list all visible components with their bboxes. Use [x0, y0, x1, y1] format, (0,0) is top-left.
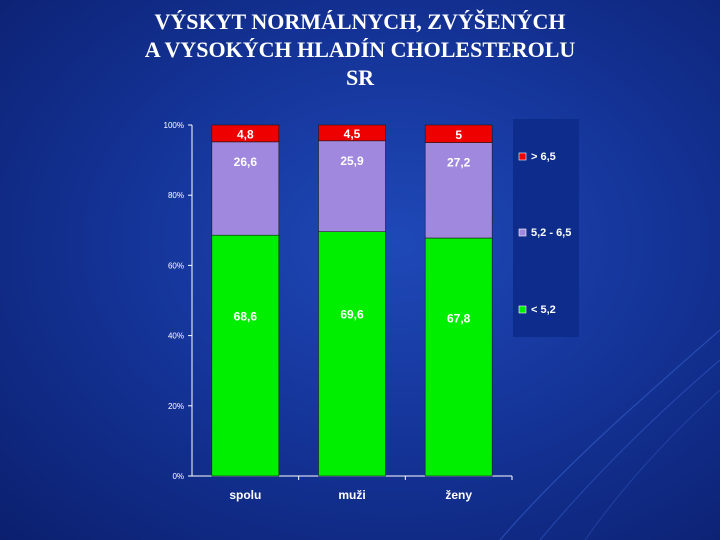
bar-segment: [211, 234, 280, 477]
legend: > 6,5 5,2 - 6,5 < 5,2: [513, 119, 579, 337]
legend-swatch: [518, 152, 527, 161]
x-category-label: muži: [338, 488, 365, 502]
legend-label: 5,2 - 6,5: [531, 227, 571, 239]
data-label: 4,8: [237, 127, 254, 141]
data-label: 69,6: [340, 307, 364, 321]
bar-segment: [424, 237, 493, 477]
labels-layer: 68,6 26,6 4,8 69,6 25,9 4,5 67,8 27,2 5: [234, 127, 471, 326]
legend-label: > 6,5: [531, 151, 556, 163]
y-tick-label: 60%: [168, 261, 184, 270]
data-label: 67,8: [447, 312, 471, 326]
data-label: 26,6: [234, 155, 258, 169]
y-tick-label: 0%: [172, 472, 184, 481]
bar-segment: [211, 141, 280, 236]
bar-segment: [424, 124, 493, 143]
title-line-3: SR: [345, 65, 375, 90]
legend-swatch: [518, 228, 527, 237]
bar-segment: [318, 140, 386, 233]
x-category-label: ženy: [445, 488, 472, 502]
y-tick-label: 80%: [168, 191, 184, 200]
bar-segment: [318, 124, 386, 142]
legend-swatch: [518, 305, 527, 314]
y-tick-label: 100%: [164, 121, 184, 130]
bar-segment: [318, 231, 386, 477]
legend-label: < 5,2: [531, 304, 556, 316]
bar-segment: [424, 142, 493, 239]
x-category-label: spolu: [229, 488, 261, 502]
bars-layer: [211, 124, 493, 477]
title-line-2: A VYSOKÝCH HLADÍN CHOLESTEROLU: [144, 37, 576, 62]
data-label: 5: [455, 128, 462, 142]
data-label: 68,6: [234, 310, 258, 324]
data-label: 4,5: [344, 127, 361, 141]
data-label: 27,2: [447, 156, 471, 170]
bar-segment: [211, 124, 280, 143]
title-line-1: VÝSKYT NORMÁLNYCH, ZVÝŠENÝCH: [154, 9, 566, 34]
y-tick-label: 20%: [168, 402, 184, 411]
slide-title: VÝSKYT NORMÁLNYCH, ZVÝŠENÝCH A VYSOKÝCH …: [0, 8, 720, 92]
y-tick-label: 40%: [168, 332, 184, 341]
data-label: 25,9: [340, 154, 364, 168]
